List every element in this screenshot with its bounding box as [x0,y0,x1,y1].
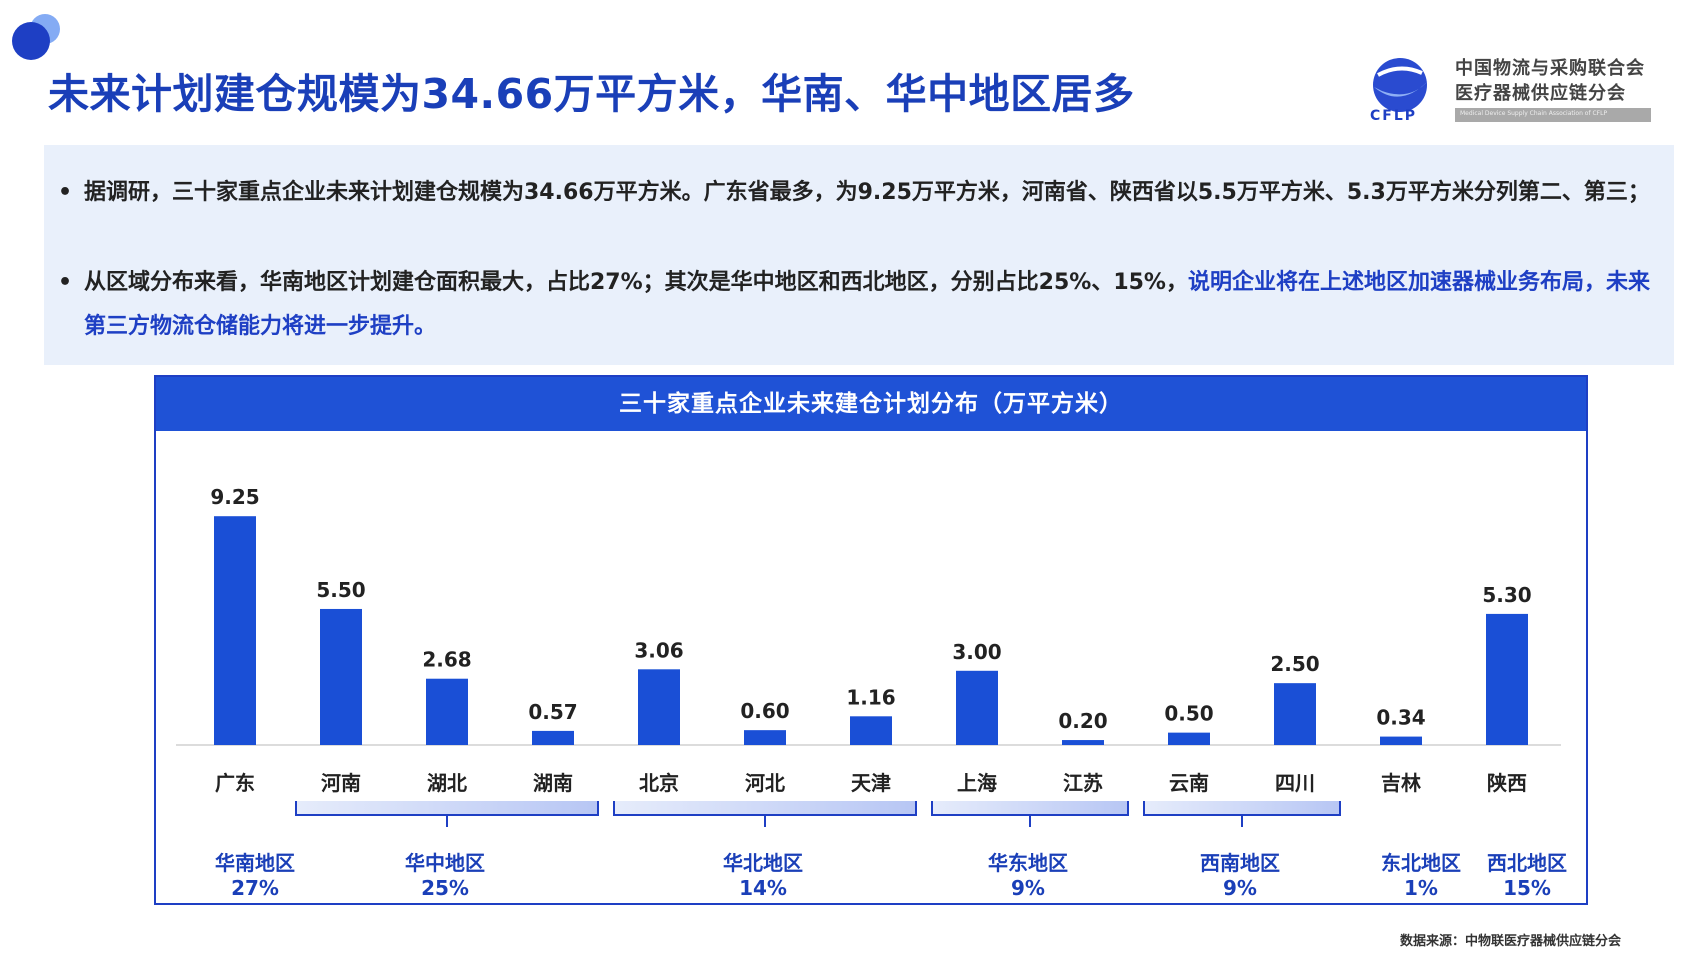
bar [638,669,680,745]
page-title: 未来计划建仓规模为34.66万平方米，华南、华中地区居多 [48,70,1135,118]
bar [214,516,256,745]
data-label: 0.57 [528,700,577,724]
bar [1380,736,1422,745]
region-bracket-fill [614,801,916,815]
region-share: 15% [1503,876,1551,900]
region-name: 华中地区 [405,851,485,875]
category-label: 四川 [1275,771,1315,795]
data-label: 0.50 [1164,702,1213,726]
bar-chart: 9.25 广东 5.50 河南 2.68 湖北 0.57 湖南 3.06 北京 0.60 河北 1.16… [176,485,1567,900]
decor-dot-dark [12,22,50,60]
bullet-text: 从区域分布来看，华南地区计划建仓面积最大，占比27%；其次是华中地区和西北地区，… [84,270,1188,295]
bar [426,678,468,745]
data-label: 3.00 [952,640,1001,664]
region-bracket-fill [932,801,1128,815]
region-name: 华南地区 [215,851,295,875]
chart-container: 三十家重点企业未来建仓计划分布（万平方米） 9.25 广东 5.50 河南 2.68 湖北… [154,375,1588,905]
data-label: 0.20 [1058,709,1107,733]
data-label: 0.34 [1376,706,1425,730]
category-label: 广东 [215,771,255,795]
region-name: 华北地区 [723,851,803,875]
data-label: 5.50 [316,578,365,602]
region-share: 9% [1011,876,1045,900]
region-name: 西北地区 [1487,851,1567,875]
globe-icon [1373,58,1428,112]
data-label: 2.68 [422,648,471,672]
bar [1062,740,1104,745]
bullet-mark: • [58,270,73,295]
bar [1168,732,1210,745]
bar [1486,613,1528,745]
bullet-text-wrap: 从区域分布来看，华南地区计划建仓面积最大，占比27%；其次是华中地区和西北地区，… [84,261,1658,349]
region-share: 27% [231,876,279,900]
bullet-text: 据调研，三十家重点企业未来计划建仓规模为34.66万平方米。广东省最多，为9.2… [84,180,1650,205]
region-share: 1% [1404,876,1438,900]
region-share: 14% [739,876,787,900]
category-label: 湖南 [533,771,573,795]
bar [532,730,574,745]
region-name: 西南地区 [1200,851,1280,875]
category-label: 湖北 [427,771,467,795]
region-share: 25% [421,876,469,900]
logo-abbr: CFLP [1370,108,1418,124]
category-label: 吉林 [1381,771,1421,795]
category-label: 天津 [851,771,891,795]
summary-panel: • 据调研，三十家重点企业未来计划建仓规模为34.66万平方米。广东省最多，为9… [44,145,1674,365]
bullet-item: • 据调研，三十家重点企业未来计划建仓规模为34.66万平方米。广东省最多，为9… [58,171,1658,215]
data-label: 3.06 [634,638,683,662]
category-label: 上海 [957,771,997,795]
bar [956,670,998,745]
region-name: 东北地区 [1381,851,1461,875]
category-label: 江苏 [1063,771,1103,795]
region-bracket-fill [296,801,598,815]
region-share: 9% [1223,876,1257,900]
category-label: 云南 [1169,771,1209,795]
category-label: 北京 [639,771,679,795]
bullet-item: • 从区域分布来看，华南地区计划建仓面积最大，占比27%；其次是华中地区和西北地… [58,261,1658,349]
bar [320,608,362,745]
bar [850,716,892,745]
category-label: 河北 [745,771,785,795]
logo-english-bar [1455,108,1651,122]
chart-title: 三十家重点企业未来建仓计划分布（万平方米） [156,377,1586,431]
data-label: 1.16 [846,685,895,709]
data-label: 2.50 [1270,652,1319,676]
logo-name-line2: 医疗器械供应链分会 [1455,83,1626,104]
bar [1274,683,1316,745]
category-label: 陕西 [1487,771,1527,795]
bullet-highlight: 说明企业将在上述地区加速器械业务布局，未来第三方物流仓储能力将进一步提升。 [84,270,1650,339]
region-name: 华东地区 [988,851,1068,875]
data-label: 0.60 [740,699,789,723]
logo-name-line1: 中国物流与采购联合会 [1455,58,1645,79]
logo-english: Medical Device Supply Chain Association … [1460,110,1608,117]
category-label: 河南 [321,771,361,795]
bar [744,730,786,745]
data-source: 数据来源：中物联医疗器械供应链分会 [1400,934,1622,949]
data-label: 9.25 [210,485,259,509]
data-label: 5.30 [1482,583,1531,607]
region-bracket-fill [1144,801,1340,815]
cflp-logo: CFLP 中国物流与采购联合会 医疗器械供应链分会 Medical Device… [1360,46,1660,126]
bullet-mark: • [58,180,73,205]
